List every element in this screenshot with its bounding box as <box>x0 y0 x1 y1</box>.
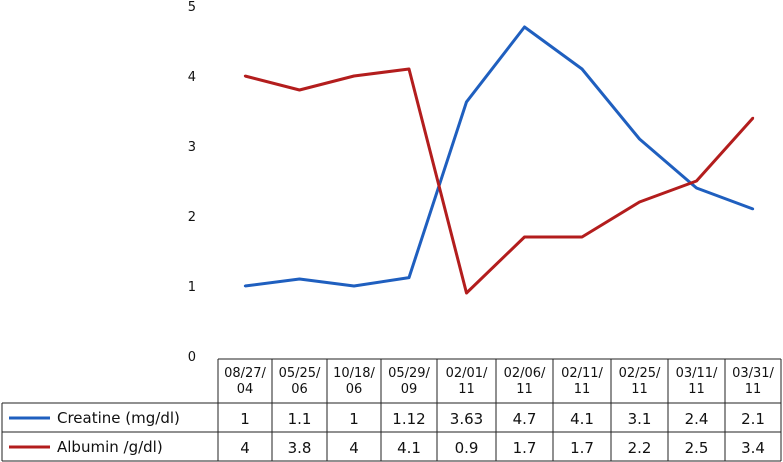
table-value: 2.1 <box>741 410 765 428</box>
series-lines <box>243 25 755 295</box>
table-value: 4.1 <box>397 439 421 457</box>
data-point <box>523 25 526 29</box>
data-point <box>243 284 247 288</box>
table-value: 3.4 <box>741 439 765 457</box>
table-value: 3.63 <box>450 410 483 428</box>
data-point <box>695 186 698 190</box>
data-point <box>407 276 411 279</box>
table-value: 4.1 <box>570 410 594 428</box>
y-axis: 0 1 2 3 4 5 <box>188 0 196 365</box>
table-value: 1.12 <box>392 410 425 428</box>
data-point <box>352 284 356 288</box>
data-point <box>243 74 247 78</box>
x-category-label: 02/06/11 <box>504 366 546 397</box>
legend-label: Creatine (mg/dl) <box>57 409 180 427</box>
data-point <box>465 100 468 104</box>
legend-label: Albumin /g/dl) <box>57 438 163 456</box>
data-point <box>352 74 356 78</box>
series-line-1 <box>244 25 754 288</box>
table-value: 4 <box>240 439 250 457</box>
x-category-label: 02/25/11 <box>619 366 661 397</box>
data-point <box>751 116 755 120</box>
data-point <box>465 291 468 295</box>
data-point <box>298 277 301 281</box>
data-point <box>407 67 411 71</box>
series-line-2 <box>244 67 755 295</box>
data-point <box>751 207 755 211</box>
y-tick-label: 2 <box>188 210 196 225</box>
table-value: 4 <box>349 439 359 457</box>
table-value: 3.1 <box>628 410 652 428</box>
y-tick-label: 5 <box>188 0 196 15</box>
data-point <box>695 179 698 183</box>
table-value: 3.8 <box>288 439 312 457</box>
table-value: 2.2 <box>628 439 652 457</box>
x-category-label: 03/31/11 <box>732 366 774 397</box>
table-value: 2.5 <box>685 439 709 457</box>
x-category-label: 02/11/11 <box>561 366 603 397</box>
x-category-label: 10/18/06 <box>333 366 375 397</box>
data-point <box>523 235 526 239</box>
table-value: 2.4 <box>685 410 709 428</box>
table-value: 1.7 <box>570 439 594 457</box>
data-point <box>298 88 301 92</box>
y-tick-label: 0 <box>188 350 196 365</box>
data-point <box>638 200 641 204</box>
x-category-label: 05/29/09 <box>388 366 430 397</box>
x-category-label: 05/25/06 <box>279 366 321 397</box>
table-value: 4.7 <box>513 410 537 428</box>
table-value: 1.7 <box>513 439 537 457</box>
x-category-label: 03/11/11 <box>676 366 718 397</box>
table-value: 1.1 <box>288 410 312 428</box>
y-tick-label: 3 <box>188 140 196 155</box>
y-tick-label: 4 <box>188 70 196 85</box>
x-category-label: 08/27/04 <box>224 366 266 397</box>
table-value: 0.9 <box>455 439 479 457</box>
table-value: 1 <box>349 410 359 428</box>
data-point <box>580 235 584 239</box>
y-tick-label: 1 <box>188 280 196 295</box>
data-point <box>580 67 584 71</box>
table-value: 1 <box>240 410 250 428</box>
data-point <box>638 137 641 141</box>
data-table: 08/27/04 05/25/06 10/18/06 05/29/09 02/01/11… <box>1 358 782 462</box>
x-category-label: 02/01/11 <box>446 366 488 397</box>
